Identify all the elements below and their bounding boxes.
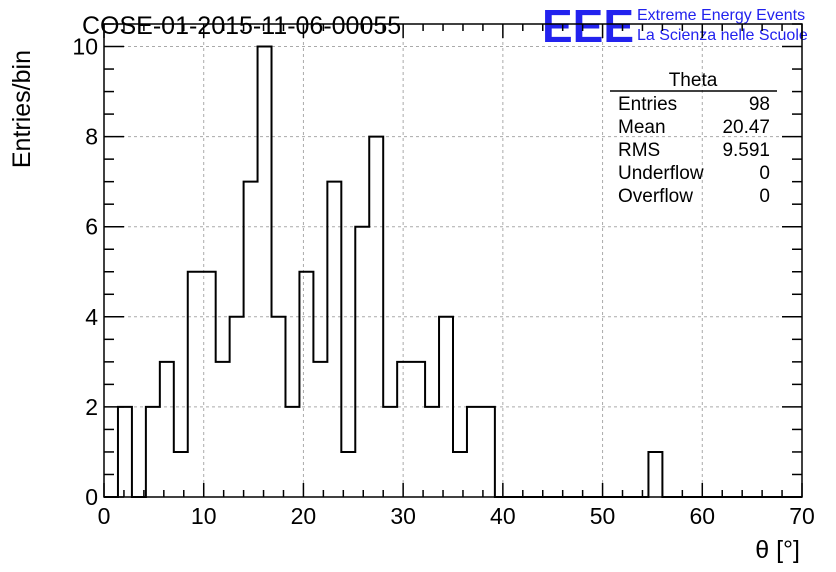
stats-row-value: 20.47 <box>722 117 770 138</box>
x-tick-label: 10 <box>191 503 217 529</box>
x-tick-label: 50 <box>590 503 616 529</box>
histogram-series <box>104 45 802 498</box>
stats-box: Theta Entries 98 Mean 20.47 RMS 9.591 Underflo… <box>610 70 777 207</box>
y-tick-label: 0 <box>85 484 98 510</box>
x-tick-label: 70 <box>789 503 815 529</box>
stats-row-label: Overflow <box>618 186 693 207</box>
stats-title: Theta <box>669 70 718 91</box>
y-tick-label: 8 <box>85 124 98 150</box>
stats-row-label: Mean <box>618 117 666 138</box>
x-axis-label: θ [°] <box>755 536 800 564</box>
x-tick-label: 60 <box>689 503 715 529</box>
stats-row-label: RMS <box>618 140 660 161</box>
y-tick-label: 2 <box>85 394 98 420</box>
logo-line-2: La Scienza nelle Scuole <box>637 27 808 44</box>
x-tick-label: 40 <box>490 503 516 529</box>
stats-row-value: 9.591 <box>722 140 770 161</box>
x-tick-label: 30 <box>390 503 416 529</box>
y-tick-label: 4 <box>85 304 98 330</box>
x-tick-labels: 0 10 20 30 40 50 60 70 <box>98 503 815 529</box>
x-tick-label: 20 <box>291 503 317 529</box>
y-tick-label: 6 <box>85 214 98 240</box>
chart-title: COSE-01-2015-11-06-00055 <box>82 12 401 40</box>
eee-logo: EEE Extreme Energy Events La Scienza nel… <box>542 0 808 52</box>
plot-frame <box>103 23 803 498</box>
stats-rows: Entries 98 Mean 20.47 RMS 9.591 Underflow 0 Over… <box>618 94 770 207</box>
stats-row-value: 98 <box>749 94 770 115</box>
y-tick-label: 10 <box>72 34 98 60</box>
logo-line-1: Extreme Energy Events <box>637 7 805 24</box>
x-tick-label: 0 <box>98 503 111 529</box>
stats-row-label: Underflow <box>618 163 704 184</box>
y-tick-labels: 0 2 4 6 8 10 <box>72 34 98 510</box>
stats-row-value: 0 <box>759 186 770 207</box>
grid <box>104 24 802 497</box>
stats-row-value: 0 <box>759 163 770 184</box>
logo-mark: EEE <box>542 0 634 52</box>
axis-ticks <box>103 23 803 498</box>
stats-row-label: Entries <box>618 94 677 115</box>
y-axis-label: Entries/bin <box>8 50 36 168</box>
